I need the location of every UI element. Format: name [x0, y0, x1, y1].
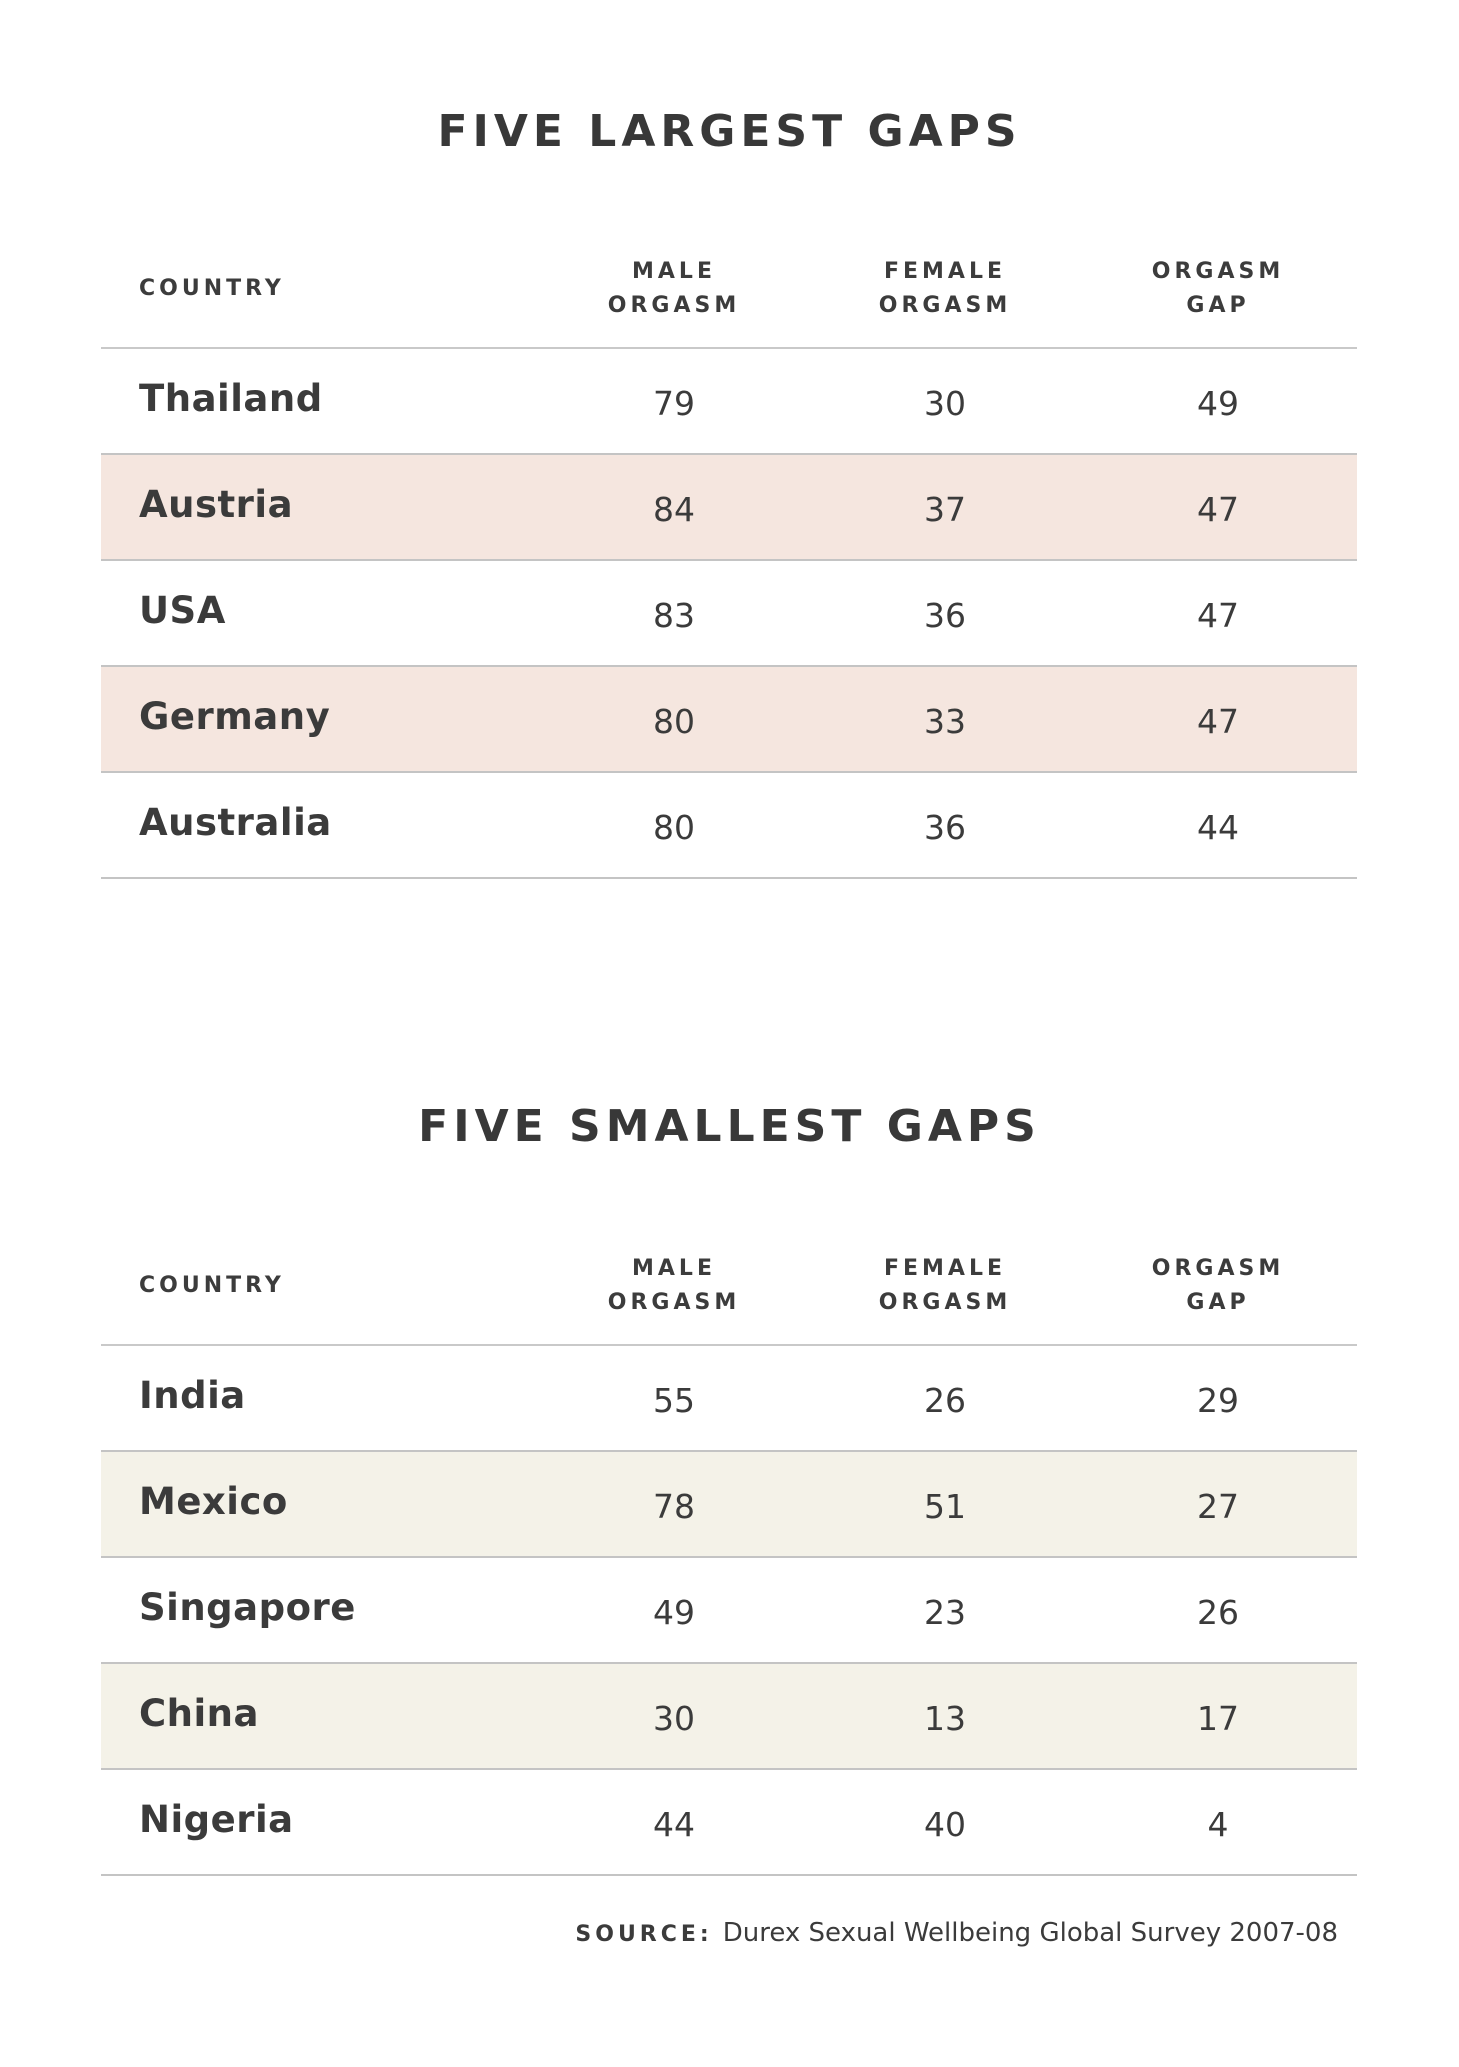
- female-orgasm-cell: 36: [924, 808, 966, 847]
- male-orgasm-cell: 30: [653, 1699, 695, 1738]
- female-orgasm-cell: 37: [924, 490, 966, 529]
- column-header-orgasm-gap: ORGASM GAP: [1151, 259, 1285, 318]
- table-row: China 30 13 17: [101, 1664, 1357, 1770]
- male-orgasm-cell: 83: [653, 596, 695, 635]
- orgasm-gap-cell: 17: [1197, 1699, 1239, 1738]
- column-header-male-orgasm: MALE ORGASM: [607, 259, 741, 318]
- female-orgasm-cell: 36: [924, 596, 966, 635]
- table-row: India 55 26 29: [101, 1346, 1357, 1452]
- largest-gaps-table: COUNTRY MALE ORGASM FEMALE ORGASM ORGASM…: [101, 200, 1357, 879]
- table-row: Australia 80 36 44: [101, 773, 1357, 879]
- orgasm-gap-cell: 4: [1207, 1805, 1229, 1844]
- country-cell: Thailand: [139, 377, 323, 420]
- male-orgasm-cell: 80: [653, 702, 695, 741]
- smallest-gaps-table: COUNTRY MALE ORGASM FEMALE ORGASM ORGASM…: [101, 1197, 1357, 1876]
- table-row: Singapore 49 23 26: [101, 1558, 1357, 1664]
- orgasm-gap-cell: 47: [1197, 596, 1239, 635]
- country-cell: USA: [139, 589, 226, 632]
- table-row: Austria 84 37 47: [101, 455, 1357, 561]
- female-orgasm-cell: 23: [924, 1593, 966, 1632]
- male-orgasm-cell: 55: [653, 1381, 695, 1420]
- male-orgasm-cell: 79: [653, 384, 695, 423]
- country-cell: China: [139, 1692, 259, 1735]
- column-header-female-orgasm: FEMALE ORGASM: [878, 259, 1012, 318]
- table-row: Nigeria 44 40 4: [101, 1770, 1357, 1876]
- column-header-orgasm-gap: ORGASM GAP: [1151, 1256, 1285, 1315]
- table-header: COUNTRY MALE ORGASM FEMALE ORGASM ORGASM…: [101, 1197, 1357, 1346]
- table-row: Mexico 78 51 27: [101, 1452, 1357, 1558]
- orgasm-gap-cell: 49: [1197, 384, 1239, 423]
- female-orgasm-cell: 51: [924, 1487, 966, 1526]
- female-orgasm-cell: 26: [924, 1381, 966, 1420]
- orgasm-gap-cell: 27: [1197, 1487, 1239, 1526]
- country-cell: India: [139, 1374, 246, 1417]
- male-orgasm-cell: 78: [653, 1487, 695, 1526]
- column-header-country: COUNTRY: [139, 276, 285, 301]
- female-orgasm-cell: 13: [924, 1699, 966, 1738]
- column-header-female-orgasm: FEMALE ORGASM: [878, 1256, 1012, 1315]
- orgasm-gap-cell: 47: [1197, 490, 1239, 529]
- country-cell: Australia: [139, 801, 332, 844]
- column-header-male-orgasm: MALE ORGASM: [607, 1256, 741, 1315]
- column-header-country: COUNTRY: [139, 1273, 285, 1298]
- orgasm-gap-cell: 47: [1197, 702, 1239, 741]
- female-orgasm-cell: 40: [924, 1805, 966, 1844]
- table-row: USA 83 36 47: [101, 561, 1357, 667]
- orgasm-gap-cell: 44: [1197, 808, 1239, 847]
- female-orgasm-cell: 33: [924, 702, 966, 741]
- male-orgasm-cell: 84: [653, 490, 695, 529]
- source-label: SOURCE:: [575, 1922, 713, 1947]
- table-title-smallest: FIVE SMALLEST GAPS: [418, 1101, 1041, 1152]
- female-orgasm-cell: 30: [924, 384, 966, 423]
- table-title-largest: FIVE LARGEST GAPS: [437, 106, 1022, 157]
- source-note: SOURCE: Durex Sexual Wellbeing Global Sur…: [575, 1918, 1338, 1948]
- orgasm-gap-cell: 26: [1197, 1593, 1239, 1632]
- table-row: Thailand 79 30 49: [101, 349, 1357, 455]
- country-cell: Mexico: [139, 1480, 288, 1523]
- country-cell: Singapore: [139, 1586, 356, 1629]
- country-cell: Nigeria: [139, 1798, 294, 1841]
- male-orgasm-cell: 80: [653, 808, 695, 847]
- country-cell: Austria: [139, 483, 294, 526]
- country-cell: Germany: [139, 695, 331, 738]
- orgasm-gap-cell: 29: [1197, 1381, 1239, 1420]
- table-row: Germany 80 33 47: [101, 667, 1357, 773]
- table-header: COUNTRY MALE ORGASM FEMALE ORGASM ORGASM…: [101, 200, 1357, 349]
- male-orgasm-cell: 44: [653, 1805, 695, 1844]
- source-text: Durex Sexual Wellbeing Global Survey 200…: [722, 1918, 1338, 1948]
- male-orgasm-cell: 49: [653, 1593, 695, 1632]
